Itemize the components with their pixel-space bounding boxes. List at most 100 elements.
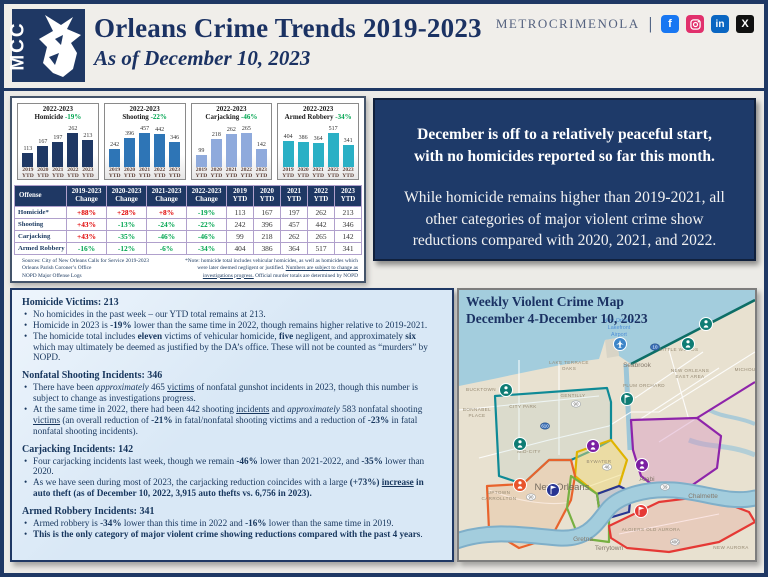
ytd-cell: 265 (307, 230, 335, 243)
x-tick-label: 2022 YTD (240, 167, 253, 180)
chart-x-axis: 2019 YTD 2020 YTD 2021 YTD 2022 YTD 2023 YTD (278, 168, 358, 180)
bullet-text: No homicides in the past week – our YTD … (33, 309, 266, 319)
x-tick-label: 2023 YTD (342, 167, 355, 180)
ytd-cell: 346 (334, 218, 362, 231)
bar (342, 144, 354, 168)
x-icon[interactable]: X (736, 15, 754, 33)
svg-text:610: 610 (541, 424, 549, 429)
map-label: Arabi (639, 476, 654, 483)
svg-text:90: 90 (529, 495, 534, 500)
bar (82, 139, 94, 168)
map-label: New Orleans (603, 318, 634, 324)
map-label: MICHOUD (735, 367, 755, 372)
x-tick-label: 2021 YTD (312, 167, 325, 180)
mcc-logo: MCC (8, 9, 85, 82)
table-body: Homicide* +88% +28% +8% -19% 113 167 197 262 213 S… (14, 206, 362, 255)
map-label: GENTILLY (560, 393, 585, 398)
map-label: EAST AREA (675, 374, 705, 379)
bar (312, 143, 324, 168)
table-header: Offense 2019-2023 Change 2020-2023 Change 2… (14, 185, 362, 207)
column-header: 2021-2023 Change (146, 185, 187, 207)
bar (139, 133, 151, 168)
column-header: 2021 YTD (280, 185, 308, 207)
change-cell: -46% (146, 230, 187, 243)
ytd-cell: 396 (253, 218, 281, 231)
highway-shield: 610 (540, 422, 550, 430)
bar (124, 137, 136, 168)
bar-value-label: 346 (170, 134, 180, 141)
ytd-cell: 242 (226, 218, 254, 231)
bar-value-label: 404 (283, 133, 293, 140)
bar (255, 149, 267, 168)
page-title: Orleans Crime Trends 2019-2023 (94, 13, 482, 43)
change-cell: +28% (106, 206, 147, 219)
change-cell: -22% (186, 218, 227, 231)
crime-marker-flag (634, 504, 648, 518)
bullet-dot: • (24, 382, 28, 393)
change-cell: +43% (66, 218, 107, 231)
map-label: BONNABEL (463, 407, 491, 412)
map-label: NEW ORLEANS (671, 368, 709, 373)
change-cell: -19% (186, 206, 227, 219)
mini-chart-shooting: 2022-2023 Shooting -22% 242 396 457 442 346 201… (103, 103, 186, 180)
column-header: 2019 YTD (226, 185, 254, 207)
map-label: ALGIERS OLD AURORA (622, 527, 681, 532)
bullet-item: • At the same time in 2022, there had bee… (22, 404, 442, 437)
ytd-cell: 213 (334, 206, 362, 219)
facebook-icon[interactable]: f (661, 15, 679, 33)
bar (282, 140, 294, 168)
highway-shield: 406 (670, 538, 680, 546)
change-cell: -12% (106, 242, 147, 255)
bar (327, 133, 339, 168)
crime-stats-table: Offense 2019-2023 Change 2020-2023 Change 2… (14, 185, 362, 255)
map-label: MID-CITY (517, 449, 541, 454)
ytd-cell: 364 (280, 242, 308, 255)
bar-value-label: 218 (211, 132, 221, 139)
table-row: Carjacking +43% -35% -46% -46% 99 218 262 265 142 (14, 230, 362, 243)
bullet-item: • There have been approximately 465 victi… (22, 382, 442, 404)
svg-text:90: 90 (574, 402, 579, 407)
map-title-line2: December 4-December 10, 2023 (466, 310, 648, 326)
x-tick-label: 2023 YTD (81, 167, 94, 180)
summary-section: Nonfatal Shooting Incidents: 346 • There h… (22, 370, 442, 436)
x-tick-label: 2019 YTD (282, 167, 295, 180)
bar (297, 141, 309, 168)
highway-shield: 10 (650, 343, 660, 351)
bullet-dot: • (24, 404, 28, 415)
x-tick-label: 2023 YTD (168, 167, 181, 180)
change-cell: +8% (146, 206, 187, 219)
ytd-cell: 404 (226, 242, 254, 255)
chart-title: 2022-2023 (216, 105, 247, 113)
map-label: BUCKTOWN (466, 387, 496, 392)
brand-name: METROCRIMENOLA (495, 16, 640, 31)
change-cell: -13% (106, 218, 147, 231)
bar (109, 149, 121, 168)
map-label: LAKE TERRACE (549, 360, 589, 365)
ytd-cell: 517 (307, 242, 335, 255)
highway-shield: 90 (571, 400, 581, 408)
chart-plot: 404 386 364 517 341 (278, 122, 358, 168)
crime-marker-flag (546, 483, 560, 497)
change-cell: -6% (146, 242, 187, 255)
bullet-dot: • (24, 518, 28, 529)
change-cell: -46% (186, 230, 227, 243)
crime-marker-person (513, 478, 527, 492)
ytd-cell: 113 (226, 206, 254, 219)
chart-title: 2022-2023 (129, 105, 160, 113)
chart-x-axis: 2019 YTD 2020 YTD 2021 YTD 2022 YTD 2023 YTD (18, 168, 98, 180)
change-cell: -35% (106, 230, 147, 243)
highway-shield: 90 (526, 493, 536, 501)
map-label: NEW AURORA (713, 545, 749, 550)
stats-panel: 2022-2023 Homicide -19% 113 167 197 262 213 201… (10, 96, 366, 283)
x-tick-label: 2023 YTD (255, 167, 268, 180)
crime-marker-person (681, 337, 695, 351)
bar-value-label: 113 (23, 145, 33, 152)
instagram-icon[interactable] (686, 15, 704, 33)
note-text: *Note: homicide total includes vehicular… (185, 258, 358, 272)
column-header: 2020-2023 Change (106, 185, 147, 207)
bullet-text: Armed robbery is -34% lower than this ti… (33, 518, 394, 529)
linkedin-icon[interactable]: in (711, 15, 729, 33)
map-label: OAKS (562, 366, 576, 371)
ytd-cell: 262 (280, 230, 308, 243)
bullet-item: • This is the only category of major viol… (22, 529, 442, 540)
